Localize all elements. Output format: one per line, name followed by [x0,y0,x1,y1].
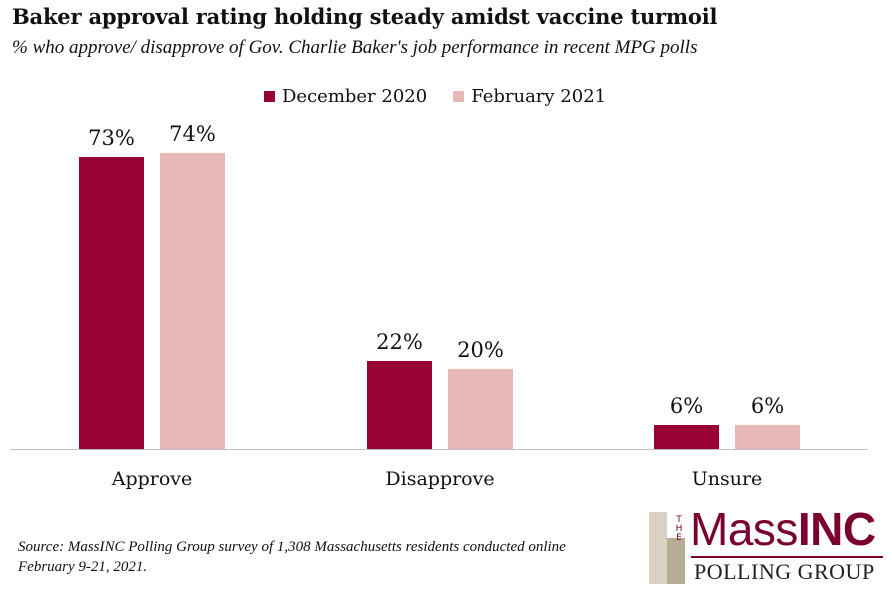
source-note: Source: MassINC Polling Group survey of … [18,539,566,575]
logo-inc-text: INC [797,503,876,555]
bar-approve-feb-2021 [160,153,225,449]
logo-bar-light [649,512,667,584]
x-tick-label-disapprove: Disapprove [385,468,494,490]
data-label-disapprove-dec-2020: 22% [376,330,423,354]
x-tick-label-approve: Approve [111,468,193,490]
chart-subtitle: % who approve/ disapprove of Gov. Charli… [12,37,698,58]
legend-label-december-2020: December 2020 [282,86,428,107]
data-label-unsure-dec-2020: 6% [670,394,703,418]
x-tick-label-unsure: Unsure [692,468,763,490]
logo-mass-text: Mass [690,503,798,555]
legend-item-february-2021: February 2021 [453,86,606,107]
logo-rule [691,556,883,558]
bar-disapprove-dec-2020 [367,361,432,449]
data-label-disapprove-feb-2021: 20% [457,338,504,362]
legend-label-february-2021: February 2021 [471,86,607,107]
bar-chart: 73% 74% Approve 22% 20% Disapprove 6% 6% Unsure [10,122,868,490]
chart-title: Baker approval rating holding steady ami… [12,4,718,29]
data-label-approve-dec-2020: 73% [88,126,135,150]
logo-bar-dark [667,538,685,584]
legend-swatch-february-2021 [453,91,465,102]
bar-approve-dec-2020 [79,157,144,449]
legend: December 2020 February 2021 [264,86,632,107]
bar-unsure-feb-2021 [735,425,800,449]
legend-item-december-2020: December 2020 [264,86,427,107]
data-label-approve-feb-2021: 74% [169,122,216,146]
bar-disapprove-feb-2021 [448,369,513,449]
data-label-unsure-feb-2021: 6% [751,394,784,418]
logo-the-text: THE [674,515,684,542]
bar-unsure-dec-2020 [654,425,719,449]
legend-swatch-december-2020 [264,91,275,102]
logo-wordmark: MassINC [690,504,876,554]
logo-polling-group-text: POLLING GROUP [694,559,875,584]
